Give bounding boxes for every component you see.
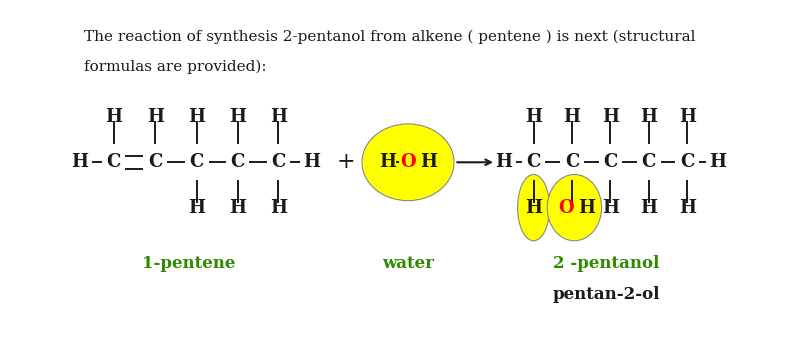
Text: water: water [382, 255, 434, 272]
Text: pentan-2-ol: pentan-2-ol [553, 287, 660, 303]
Text: H: H [229, 199, 246, 217]
Text: H: H [709, 153, 726, 171]
Text: H: H [525, 108, 542, 126]
Text: H: H [678, 108, 696, 126]
Text: H: H [105, 108, 122, 126]
Text: H: H [188, 199, 206, 217]
Text: C: C [271, 153, 286, 171]
Text: C: C [190, 153, 204, 171]
Text: O: O [400, 153, 416, 171]
Text: O: O [558, 199, 574, 217]
Text: H: H [229, 108, 246, 126]
Text: C: C [680, 153, 694, 171]
Text: C: C [603, 153, 618, 171]
Ellipse shape [362, 124, 454, 201]
Text: H: H [578, 199, 595, 217]
Text: C: C [565, 153, 579, 171]
Text: 1-pentene: 1-pentene [142, 255, 235, 272]
Text: H: H [71, 153, 89, 171]
Ellipse shape [547, 174, 602, 241]
Text: H: H [525, 199, 542, 217]
Ellipse shape [518, 174, 550, 241]
Text: H: H [378, 153, 396, 171]
Text: H: H [640, 108, 658, 126]
Text: H: H [563, 108, 581, 126]
Text: H: H [270, 108, 287, 126]
Text: H: H [495, 153, 513, 171]
Text: C: C [106, 153, 121, 171]
Text: H: H [678, 199, 696, 217]
Text: H: H [602, 199, 619, 217]
Text: H: H [602, 108, 619, 126]
Text: H: H [303, 153, 321, 171]
Text: H: H [640, 199, 658, 217]
Text: H: H [270, 199, 287, 217]
Text: H: H [188, 108, 206, 126]
Text: H: H [420, 153, 438, 171]
Text: C: C [148, 153, 162, 171]
Text: +: + [337, 151, 356, 173]
Text: C: C [526, 153, 541, 171]
Text: C: C [642, 153, 656, 171]
Text: H: H [146, 108, 164, 126]
Text: formulas are provided):: formulas are provided): [84, 59, 266, 74]
Text: 2 -pentanol: 2 -pentanol [554, 255, 659, 272]
Text: C: C [230, 153, 245, 171]
Text: The reaction of synthesis 2-pentanol from alkene ( pentene ) is next (structural: The reaction of synthesis 2-pentanol fro… [84, 29, 695, 44]
